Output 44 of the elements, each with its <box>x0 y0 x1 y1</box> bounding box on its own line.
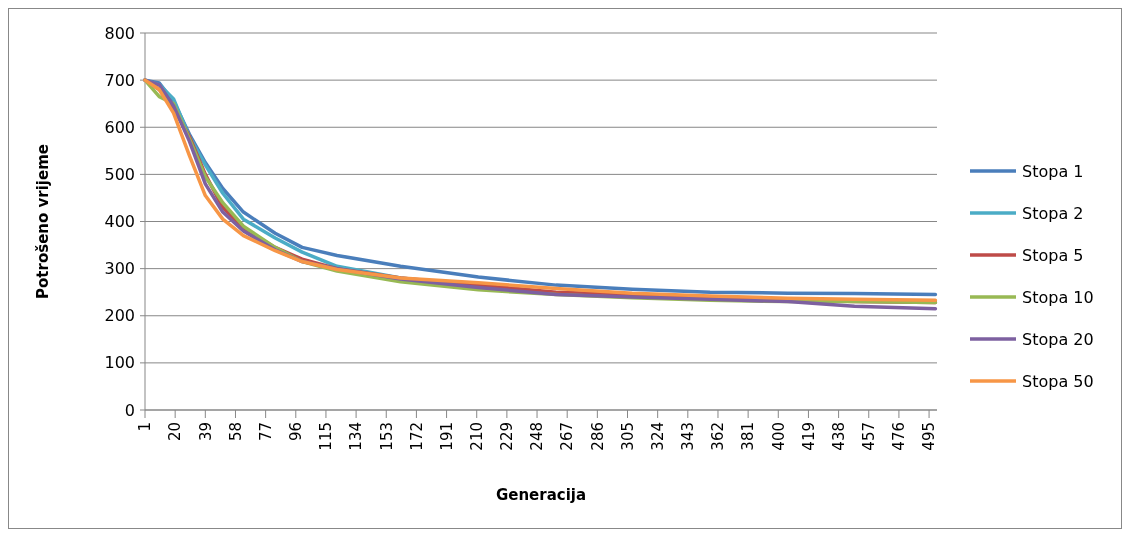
y-tick-label: 700 <box>104 70 135 90</box>
legend-label: Stopa 50 <box>1022 371 1094 391</box>
x-tick-label: 58 <box>226 422 245 442</box>
x-tick-label: 419 <box>799 422 818 451</box>
x-tick-label: 153 <box>377 422 396 451</box>
x-tick-label: 305 <box>618 422 637 451</box>
y-axis-title: Potrošeno vrijeme <box>34 144 52 299</box>
x-tick-label: 229 <box>498 422 517 451</box>
legend-label: Stopa 1 <box>1022 161 1084 181</box>
x-tick-label: 476 <box>890 422 909 451</box>
y-tick-label: 600 <box>104 117 135 137</box>
x-tick-label: 210 <box>467 422 486 451</box>
y-tick-label: 500 <box>104 164 135 184</box>
x-tick-label: 362 <box>709 422 728 451</box>
x-tick-label: 115 <box>317 422 336 451</box>
y-tick-label: 400 <box>104 212 135 232</box>
x-tick-label: 134 <box>347 422 366 451</box>
x-tick-label: 438 <box>829 422 848 451</box>
y-tick-label: 100 <box>104 353 135 373</box>
y-tick-label: 300 <box>104 259 135 279</box>
x-tick-label: 96 <box>287 422 306 442</box>
x-tick-label: 457 <box>860 422 878 451</box>
y-tick-label: 800 <box>104 23 135 43</box>
x-tick-label: 77 <box>256 422 275 442</box>
x-tick-label: 267 <box>558 422 577 451</box>
y-tick-label: 0 <box>124 400 135 420</box>
x-tick-label: 324 <box>648 422 667 451</box>
x-tick-label: 1 <box>136 422 155 432</box>
legend-label: Stopa 10 <box>1022 287 1094 307</box>
x-tick-label: 495 <box>920 422 939 451</box>
x-tick-label: 20 <box>166 422 185 442</box>
legend-label: Stopa 20 <box>1022 329 1094 349</box>
x-tick-label: 343 <box>679 422 698 451</box>
x-tick-label: 286 <box>588 422 607 451</box>
legend-label: Stopa 2 <box>1022 203 1084 223</box>
x-tick-label: 172 <box>407 422 426 451</box>
legend-label: Stopa 5 <box>1022 245 1084 265</box>
x-tick-label: 248 <box>528 422 547 451</box>
y-tick-label: 200 <box>104 306 135 326</box>
x-tick-label: 39 <box>196 422 215 442</box>
x-tick-label: 381 <box>739 422 758 451</box>
x-tick-label: 191 <box>437 422 456 451</box>
x-tick-label: 400 <box>769 422 788 451</box>
x-axis-title: Generacija <box>495 486 587 504</box>
